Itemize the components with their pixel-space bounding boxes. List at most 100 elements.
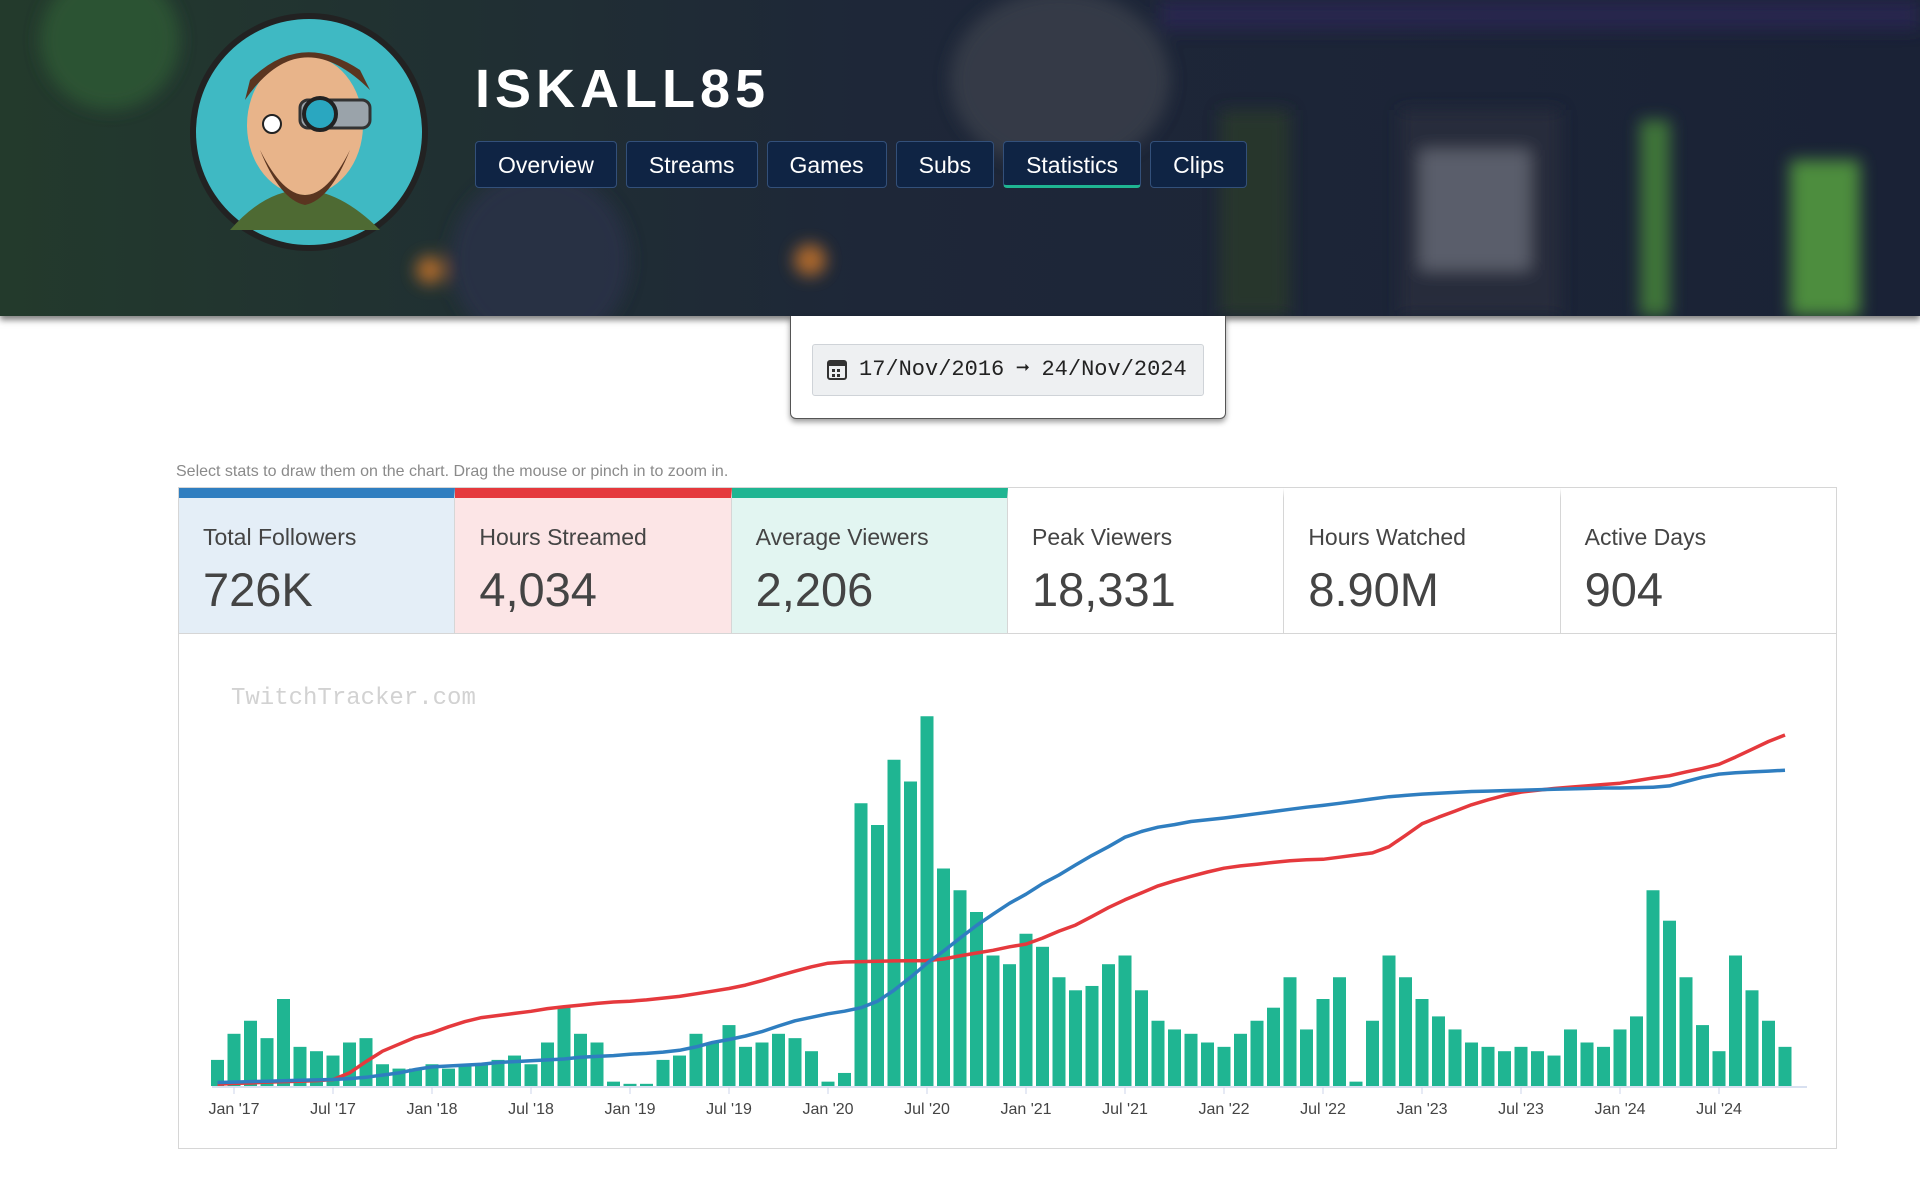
x-tick-label: Jul '21 xyxy=(1102,1101,1148,1118)
viewer-bar xyxy=(1498,1051,1511,1086)
viewer-bar xyxy=(1729,955,1742,1086)
stat-label: Average Viewers xyxy=(755,524,929,550)
viewer-bar xyxy=(1580,1042,1594,1086)
stat-label: Hours Watched xyxy=(1308,524,1466,550)
viewer-bar xyxy=(260,1038,274,1086)
viewer-bar xyxy=(442,1068,455,1086)
viewer-bar xyxy=(491,1059,505,1086)
stat-card[interactable]: Hours Streamed 4,034 xyxy=(455,488,732,633)
viewer-bar xyxy=(1465,1042,1478,1086)
avatar xyxy=(190,13,428,251)
stat-label: Peak Viewers xyxy=(1031,524,1173,550)
viewer-bar xyxy=(640,1083,653,1086)
stat-label: Active Days xyxy=(1584,524,1707,550)
viewer-bar xyxy=(920,716,934,1086)
viewer-bar xyxy=(1663,920,1676,1086)
x-tick-label: Jan '24 xyxy=(1594,1101,1645,1118)
viewer-bar xyxy=(458,1066,472,1086)
viewer-bar xyxy=(1514,1046,1528,1086)
stat-card[interactable]: Hours Watched 8.90M xyxy=(1284,488,1561,633)
viewer-bar xyxy=(1448,1029,1462,1086)
viewer-bar xyxy=(1333,977,1346,1086)
x-tick-label: Jan '18 xyxy=(406,1101,457,1118)
nav-tab[interactable]: Statistics xyxy=(1003,141,1142,188)
stat-value: 4,034 xyxy=(479,563,597,616)
viewer-bar xyxy=(1432,1016,1445,1086)
viewer-bar xyxy=(1052,977,1066,1086)
viewer-bar xyxy=(1300,1029,1313,1086)
viewer-bar xyxy=(310,1051,323,1086)
viewer-bar xyxy=(1135,990,1148,1086)
viewer-bar xyxy=(607,1081,620,1086)
viewer-bar xyxy=(541,1042,554,1086)
viewer-bar xyxy=(1382,955,1396,1086)
viewer-bar xyxy=(574,1033,587,1086)
viewer-bar xyxy=(755,1042,769,1086)
x-tick-label: Jan '17 xyxy=(208,1101,259,1118)
viewer-bar xyxy=(887,759,901,1086)
nav-tab[interactable]: Streams xyxy=(625,141,758,188)
viewer-bar xyxy=(1696,1025,1709,1086)
viewer-bar xyxy=(1019,933,1033,1086)
viewer-bar xyxy=(1184,1033,1198,1086)
viewer-bar xyxy=(937,868,950,1086)
viewer-bar xyxy=(1201,1042,1214,1086)
viewer-bar xyxy=(821,1081,835,1086)
viewer-bar xyxy=(986,955,1000,1086)
viewer-bar xyxy=(1712,1051,1726,1086)
viewer-bar xyxy=(557,1007,571,1086)
viewer-bar xyxy=(1151,1020,1165,1086)
viewer-bar xyxy=(904,781,917,1086)
stat-value: 8.90M xyxy=(1308,563,1439,616)
viewer-bar xyxy=(838,1072,851,1086)
end-date: 24/Nov/2024 xyxy=(1041,357,1187,382)
viewer-bar xyxy=(1349,1081,1363,1086)
x-tick-label: Jan '22 xyxy=(1198,1101,1249,1118)
viewer-bar xyxy=(706,1042,719,1086)
x-tick-label: Jul '18 xyxy=(508,1101,554,1118)
viewer-bar xyxy=(1778,1046,1792,1086)
viewer-bar xyxy=(524,1064,538,1086)
stat-card[interactable]: Peak Viewers 18,331 xyxy=(1008,488,1285,633)
x-tick-label: Jul '24 xyxy=(1696,1101,1742,1118)
channel-title: ISKALL85 xyxy=(475,59,771,119)
nav-tab[interactable]: Clips xyxy=(1150,141,1248,188)
calendar-icon xyxy=(827,360,847,380)
x-tick-label: Jan '21 xyxy=(1000,1101,1051,1118)
stat-card[interactable]: Active Days 904 xyxy=(1561,488,1836,633)
viewer-bar xyxy=(1745,990,1759,1086)
start-date: 17/Nov/2016 xyxy=(859,357,1005,382)
stat-cards: Total Followers 726K Hours Streamed 4,034 Av… xyxy=(178,487,1837,634)
stat-card[interactable]: Average Viewers 2,206 xyxy=(731,488,1008,633)
x-tick-label: Jul '23 xyxy=(1498,1101,1544,1118)
viewer-bar xyxy=(673,1055,686,1086)
x-tick-label: Jul '17 xyxy=(310,1101,356,1118)
viewer-bar xyxy=(772,1033,785,1086)
x-tick-label: Jul '20 xyxy=(904,1101,950,1118)
viewer-bar xyxy=(689,1033,703,1086)
nav-tab[interactable]: Subs xyxy=(895,141,995,188)
viewer-bar xyxy=(1003,964,1016,1086)
stat-label: Hours Streamed xyxy=(479,524,647,550)
viewer-bar xyxy=(722,1025,736,1086)
series-line xyxy=(217,768,1786,1085)
viewer-bar xyxy=(1283,977,1297,1086)
viewer-bar xyxy=(1069,990,1082,1086)
x-tick-label: Jan '23 xyxy=(1396,1101,1447,1118)
stat-card[interactable]: Total Followers 726K xyxy=(179,488,456,633)
viewer-bar xyxy=(1250,1020,1264,1086)
viewer-bar xyxy=(277,999,290,1086)
viewer-bar xyxy=(1415,999,1429,1086)
viewer-bar xyxy=(953,890,967,1086)
viewer-bar xyxy=(244,1020,257,1086)
chart-hint: Select stats to draw them on the chart. … xyxy=(176,463,729,480)
nav-tab[interactable]: Games xyxy=(766,141,887,188)
nav-tab[interactable]: Overview xyxy=(475,141,617,188)
viewer-bar xyxy=(1168,1029,1181,1086)
date-range-input[interactable]: 17/Nov/2016 ➞ 24/Nov/2024 xyxy=(812,344,1204,396)
stat-label: Total Followers xyxy=(203,524,357,550)
x-tick-label: Jan '19 xyxy=(604,1101,655,1118)
viewer-bar xyxy=(805,1051,818,1086)
viewer-bar xyxy=(1036,946,1049,1086)
x-tick-label: Jan '20 xyxy=(802,1101,853,1118)
